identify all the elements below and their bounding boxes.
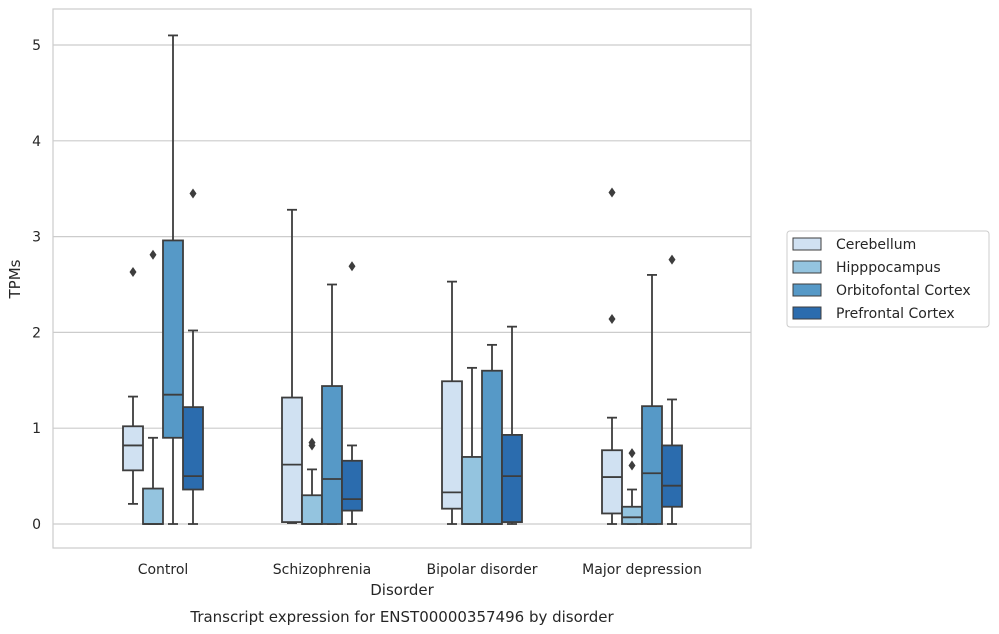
legend-label-1: Hipppocampus xyxy=(836,260,941,276)
box-cerebellum-1 xyxy=(281,208,303,524)
iqr-box xyxy=(281,396,303,523)
y-axis-label: TPMs xyxy=(6,259,24,299)
box-prefrontal-cortex-0 xyxy=(182,188,204,525)
iqr-box xyxy=(142,487,164,525)
outlier-point xyxy=(348,261,356,272)
box-cerebellum-2 xyxy=(441,280,463,525)
outlier-point xyxy=(189,188,197,199)
iqr-box xyxy=(481,369,503,525)
box-hipppocampus-3 xyxy=(621,448,643,525)
iqr-box xyxy=(321,385,343,525)
plot-frame xyxy=(52,8,752,549)
box-prefrontal-cortex-2 xyxy=(501,325,523,525)
box-prefrontal-cortex-1 xyxy=(341,261,363,525)
outlier-point xyxy=(668,254,676,265)
outlier-point xyxy=(608,187,616,198)
iqr-box xyxy=(461,456,483,525)
y-tick-label: 4 xyxy=(32,134,41,150)
x-tick-label: Bipolar disorder xyxy=(426,562,537,578)
iqr-box xyxy=(182,406,204,491)
iqr-box xyxy=(501,434,523,523)
y-tick-labels: 0 1 2 3 4 5 xyxy=(32,38,41,533)
y-tick-label: 5 xyxy=(32,38,41,54)
box-orbitofontal-cortex-1 xyxy=(321,283,343,525)
box-orbitofontal-cortex-3 xyxy=(641,274,663,525)
iqr-box xyxy=(162,239,184,439)
x-tick-label: Major depression xyxy=(582,562,702,578)
iqr-box xyxy=(641,405,663,525)
legend-label-2: Orbitofontal Cortex xyxy=(836,283,971,299)
box-cerebellum-0 xyxy=(122,267,144,505)
outlier-point xyxy=(308,437,316,448)
box-orbitofontal-cortex-2 xyxy=(481,343,503,525)
legend-swatch-3 xyxy=(792,306,822,320)
y-tick-label: 3 xyxy=(32,230,41,246)
outlier-point xyxy=(149,249,157,260)
legend-label-0: Cerebellum xyxy=(836,237,916,253)
chart-caption: Transcript expression for ENST0000035749… xyxy=(189,608,614,626)
outlier-point xyxy=(129,267,137,278)
legend-swatch-0 xyxy=(792,237,822,251)
x-tick-label: Schizophrenia xyxy=(273,562,371,578)
legend-frame xyxy=(786,230,990,328)
legend-swatch-2 xyxy=(792,283,822,297)
iqr-box xyxy=(122,425,144,472)
iqr-box xyxy=(661,444,683,508)
box-hipppocampus-1 xyxy=(301,437,323,525)
x-axis-label: Disorder xyxy=(370,581,434,599)
iqr-box xyxy=(341,459,363,512)
iqr-box xyxy=(621,505,643,525)
iqr-box xyxy=(441,380,463,510)
outlier-point xyxy=(628,448,636,459)
outlier-point xyxy=(628,460,636,471)
outlier-point xyxy=(608,313,616,324)
legend-label-3: Prefrontal Cortex xyxy=(836,306,955,322)
iqr-box xyxy=(301,494,323,525)
box-cerebellum-3 xyxy=(601,187,623,525)
box-prefrontal-cortex-3 xyxy=(661,254,683,525)
box-orbitofontal-cortex-0 xyxy=(162,34,184,525)
y-tick-label: 1 xyxy=(32,421,41,437)
x-tick-labels: Control Schizophrenia Bipolar disorder Majo… xyxy=(138,562,702,578)
legend: Cerebellum Hipppocampus Orbitofontal Corte… xyxy=(786,230,990,328)
y-tick-label: 0 xyxy=(32,517,41,533)
legend-swatch-1 xyxy=(792,260,822,274)
iqr-box xyxy=(601,449,623,515)
x-tick-label: Control xyxy=(138,562,189,578)
box-hipppocampus-0 xyxy=(142,249,164,525)
y-tick-label: 2 xyxy=(32,325,41,341)
box-hipppocampus-2 xyxy=(461,366,483,525)
boxes xyxy=(122,34,683,525)
